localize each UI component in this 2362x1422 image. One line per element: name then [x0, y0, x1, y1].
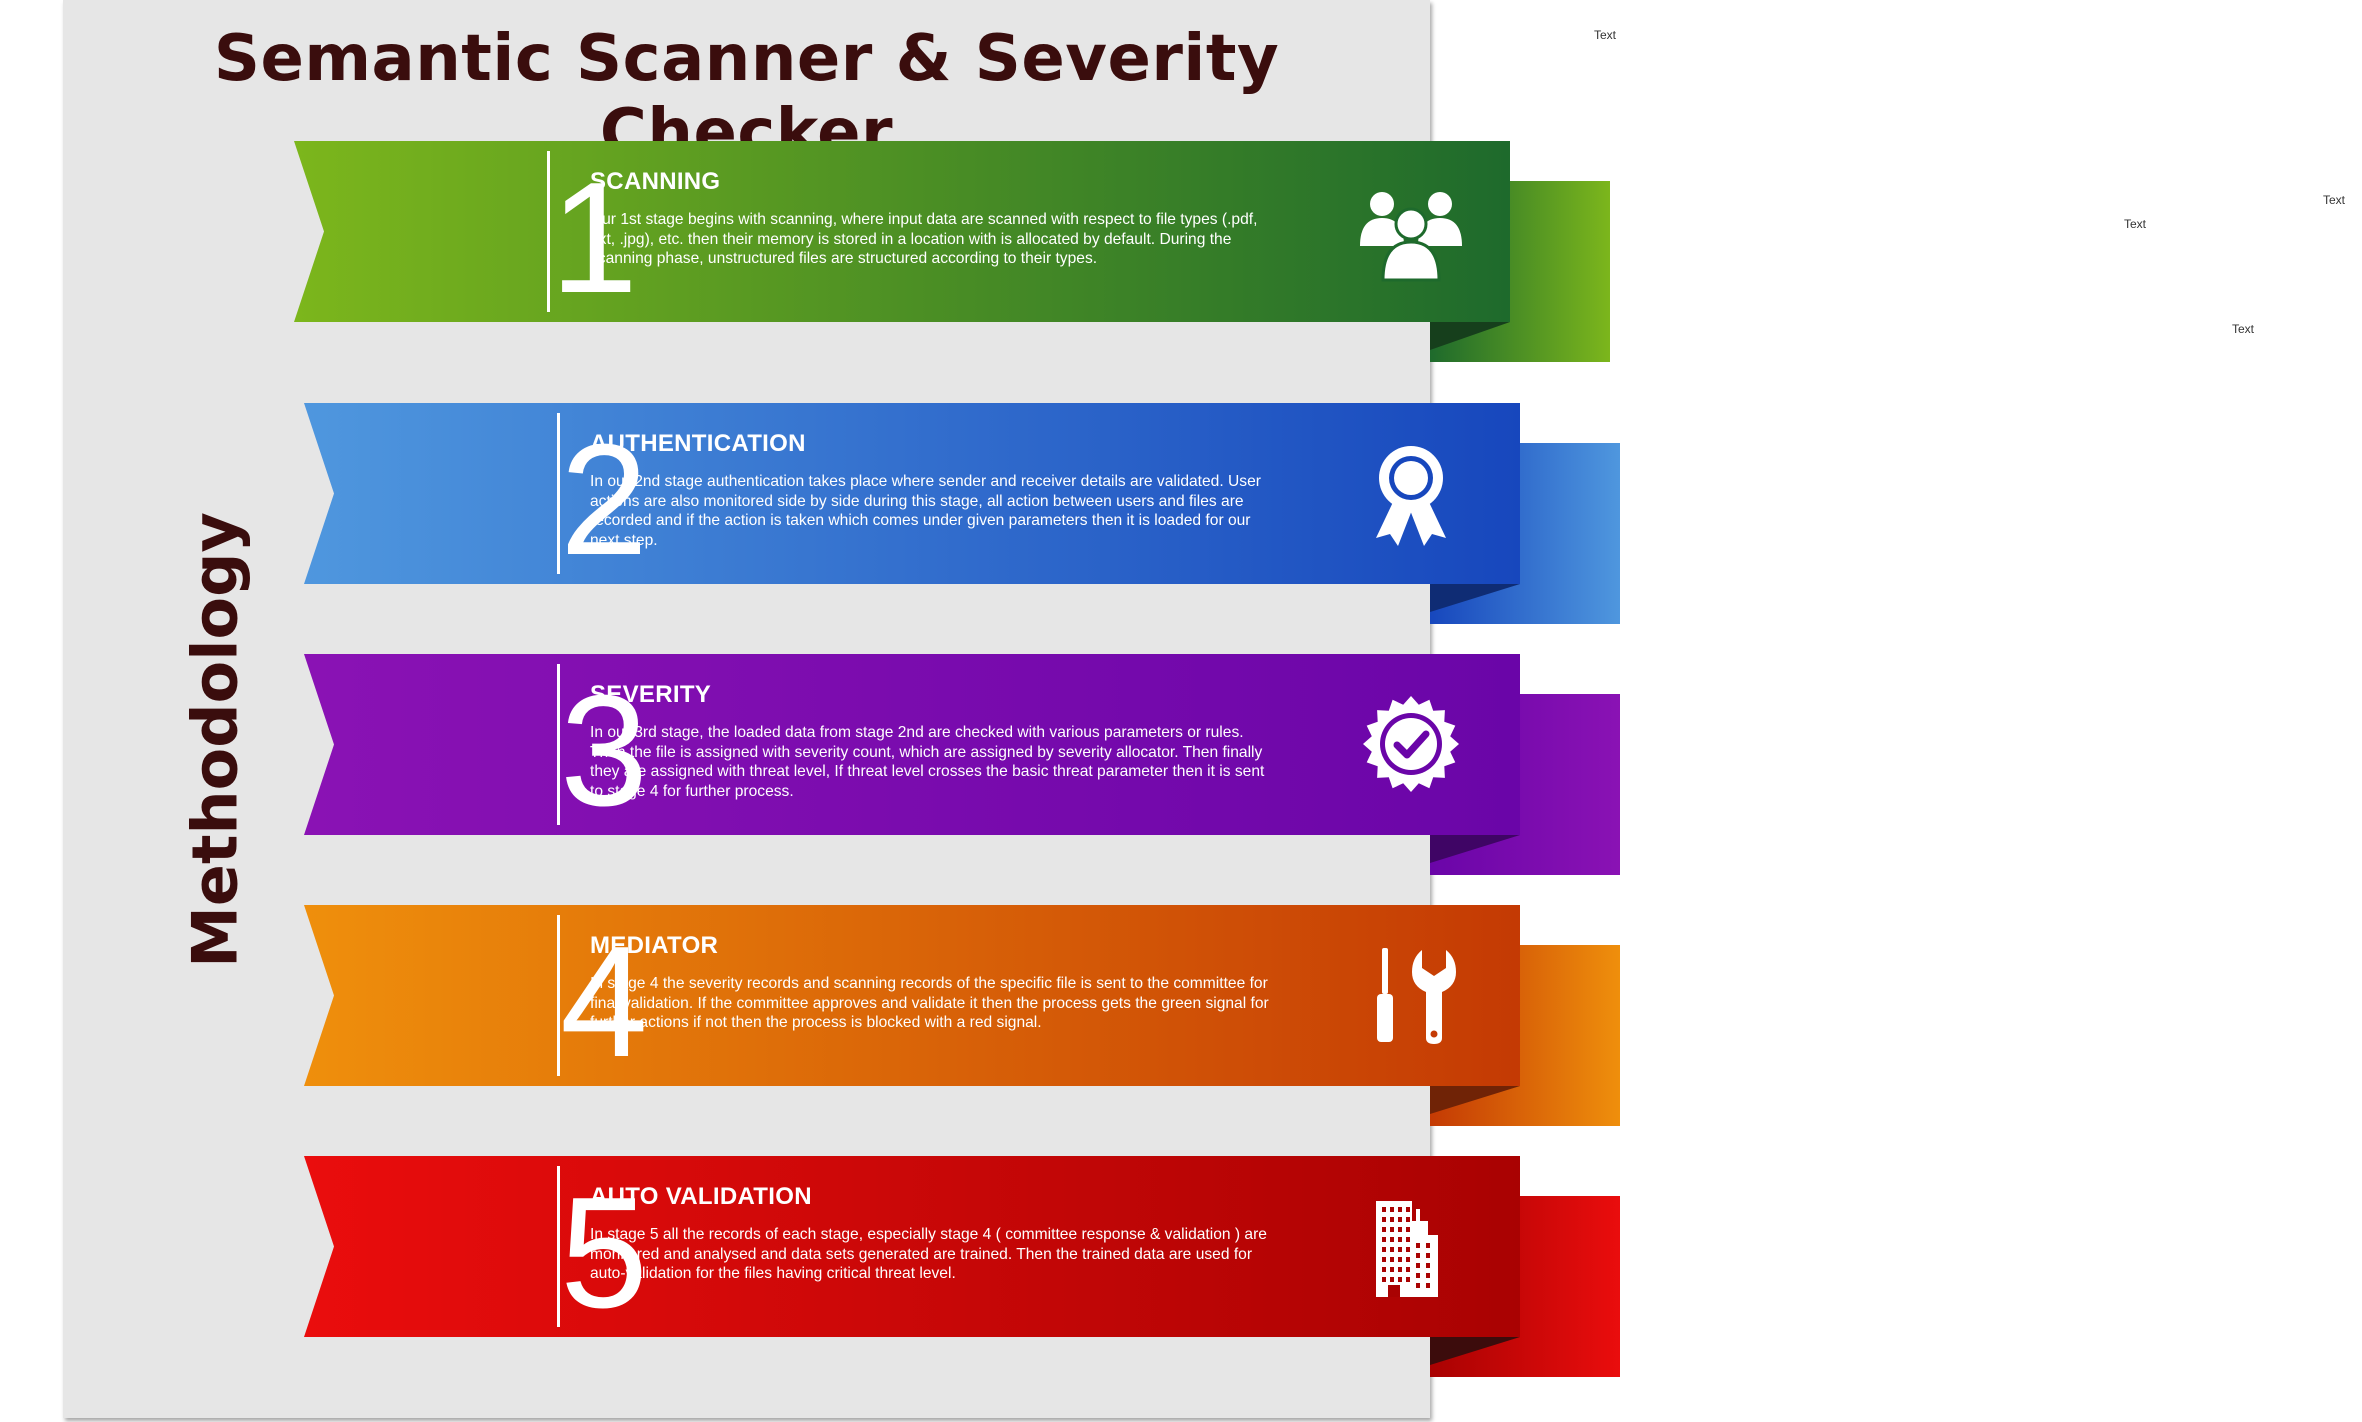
- stage-title: SEVERITY: [590, 681, 712, 708]
- stage-number: 1: [550, 150, 638, 326]
- stage-description: In our 3rd stage, the loaded data from s…: [590, 724, 1265, 800]
- stray-text-label: Text: [1594, 28, 1617, 42]
- ribbon-banner: [304, 403, 1520, 584]
- ribbon-banner: [304, 905, 1520, 1086]
- ribbon-fold: [1430, 1086, 1520, 1114]
- stray-text-label: Text: [2124, 217, 2147, 231]
- building-icon: [1376, 1201, 1438, 1297]
- stage-description: In our 2nd stage authentication takes pl…: [590, 473, 1261, 549]
- check-badge-icon: [1363, 696, 1459, 792]
- stage-divider: [557, 664, 560, 825]
- stage-description: In stage 4 the severity records and scan…: [590, 975, 1269, 1032]
- stray-text-label: Text: [2232, 322, 2255, 336]
- ribbon-banner: [304, 1156, 1520, 1337]
- stage-title: SCANNING: [590, 168, 721, 195]
- stage-divider: [547, 151, 550, 312]
- stage-title: AUTO VALIDATION: [590, 1183, 812, 1210]
- stage-number: 3: [560, 663, 648, 839]
- ribbon-fold: [1430, 835, 1520, 863]
- stage-description: Our 1st stage begins with scanning, wher…: [590, 211, 1258, 268]
- stage-divider: [557, 1166, 560, 1327]
- users-icon: [1360, 192, 1462, 282]
- ribbon-fold: [1430, 322, 1510, 350]
- ribbon-fold: [1430, 584, 1520, 612]
- stray-text-label: Text: [2323, 193, 2346, 207]
- ribbon-banner: [304, 654, 1520, 835]
- stage-number: 4: [560, 914, 648, 1090]
- award-ribbon-icon: [1376, 446, 1446, 546]
- stage-divider: [557, 915, 560, 1076]
- stage-title: MEDIATOR: [590, 932, 719, 959]
- stage-number: 2: [560, 412, 648, 588]
- ribbon-fold: [1430, 1337, 1520, 1365]
- stage-divider: [557, 413, 560, 574]
- stage-number: 5: [560, 1165, 648, 1341]
- page-title: Semantic Scanner & Severity Checker: [213, 22, 1280, 170]
- stage-title: AUTHENTICATION: [590, 430, 806, 457]
- stage-description: In stage 5 all the records of each stage…: [590, 1226, 1267, 1283]
- tools-icon: [1377, 948, 1456, 1044]
- ribbon-banner: [294, 141, 1510, 322]
